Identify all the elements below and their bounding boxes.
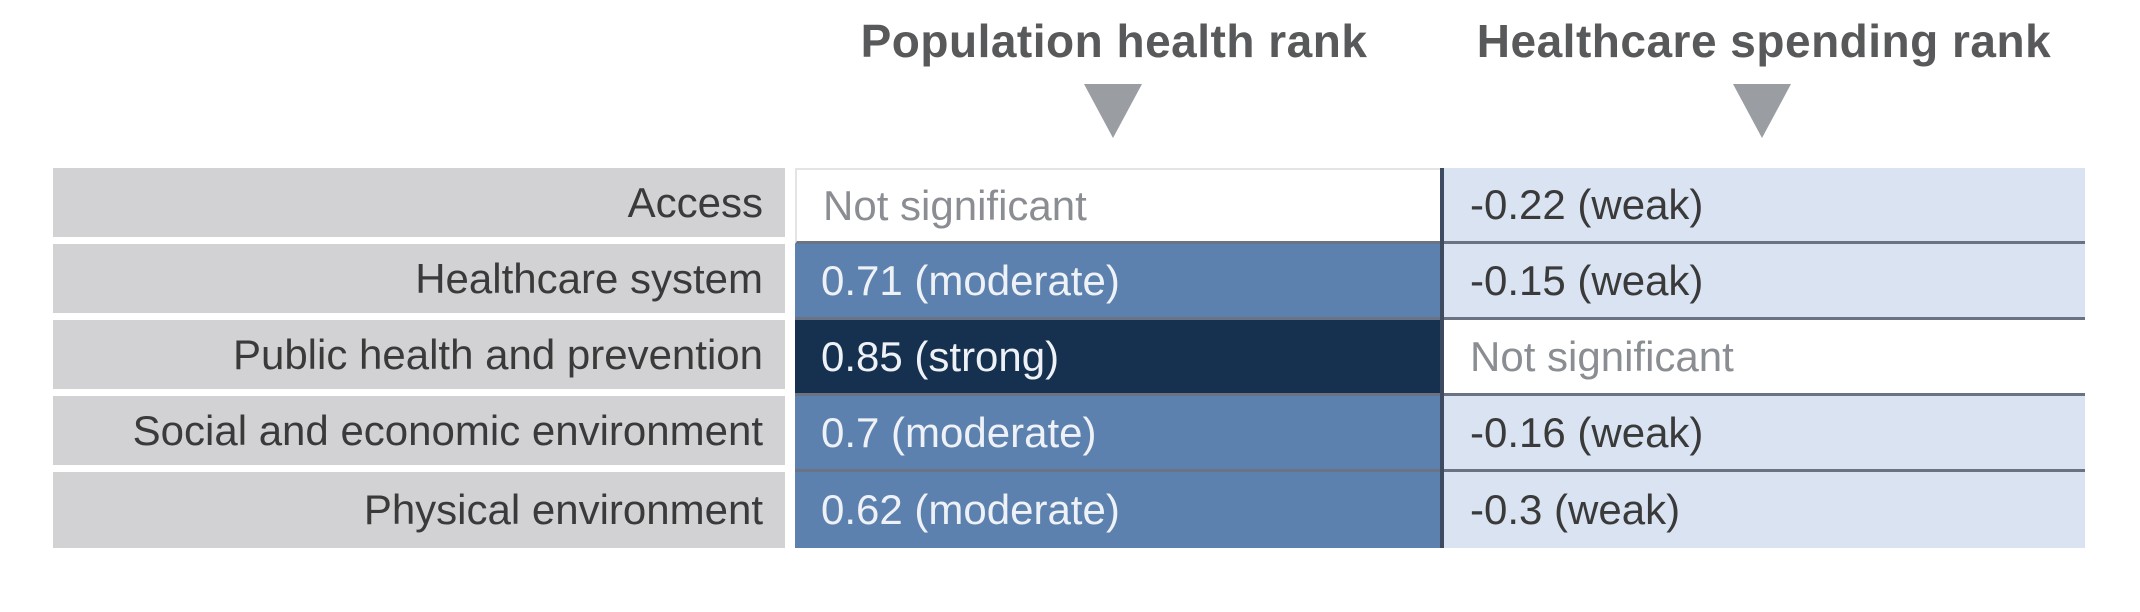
column-header-population-health-rank: Population health rank (860, 15, 1368, 67)
row-label: Physical environment (53, 472, 785, 548)
population-health-rank-cell: 0.7 (moderate) (795, 396, 1440, 472)
correlation-table: Access Not significant -0.22 (weak) Healthc… (53, 168, 2085, 548)
column-header-healthcare-spending-rank: Healthcare spending rank (1476, 15, 2052, 67)
row-label: Healthcare system (53, 244, 785, 320)
row-label: Access (53, 168, 785, 244)
healthcare-spending-rank-cell: -0.3 (weak) (1444, 472, 2085, 548)
population-health-rank-cell: 0.85 (strong) (795, 320, 1440, 396)
down-triangle-icon (1084, 84, 1142, 138)
population-health-rank-cell: 0.71 (moderate) (795, 244, 1440, 320)
population-health-rank-cell: Not significant (795, 168, 1440, 244)
population-health-rank-cell: 0.62 (moderate) (795, 472, 1440, 548)
healthcare-spending-rank-cell: -0.15 (weak) (1444, 244, 2085, 320)
row-label: Social and economic environment (53, 396, 785, 472)
column-divider (1440, 168, 1444, 548)
healthcare-spending-rank-cell: Not significant (1444, 320, 2085, 396)
row-label: Public health and prevention (53, 320, 785, 396)
healthcare-spending-rank-cell: -0.22 (weak) (1444, 168, 2085, 244)
down-triangle-icon (1733, 84, 1791, 138)
healthcare-spending-rank-cell: -0.16 (weak) (1444, 396, 2085, 472)
